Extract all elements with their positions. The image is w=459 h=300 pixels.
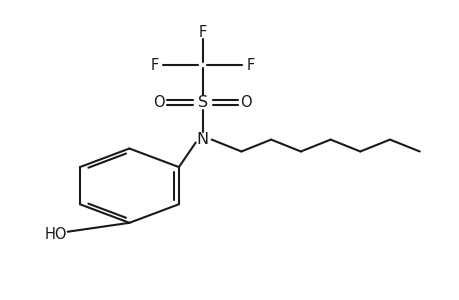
Text: F: F: [198, 25, 206, 40]
Text: S: S: [197, 95, 207, 110]
Text: O: O: [240, 95, 251, 110]
Text: O: O: [153, 95, 165, 110]
Text: HO: HO: [45, 227, 67, 242]
Text: F: F: [150, 58, 158, 73]
Text: F: F: [246, 58, 254, 73]
Text: N: N: [196, 132, 208, 147]
